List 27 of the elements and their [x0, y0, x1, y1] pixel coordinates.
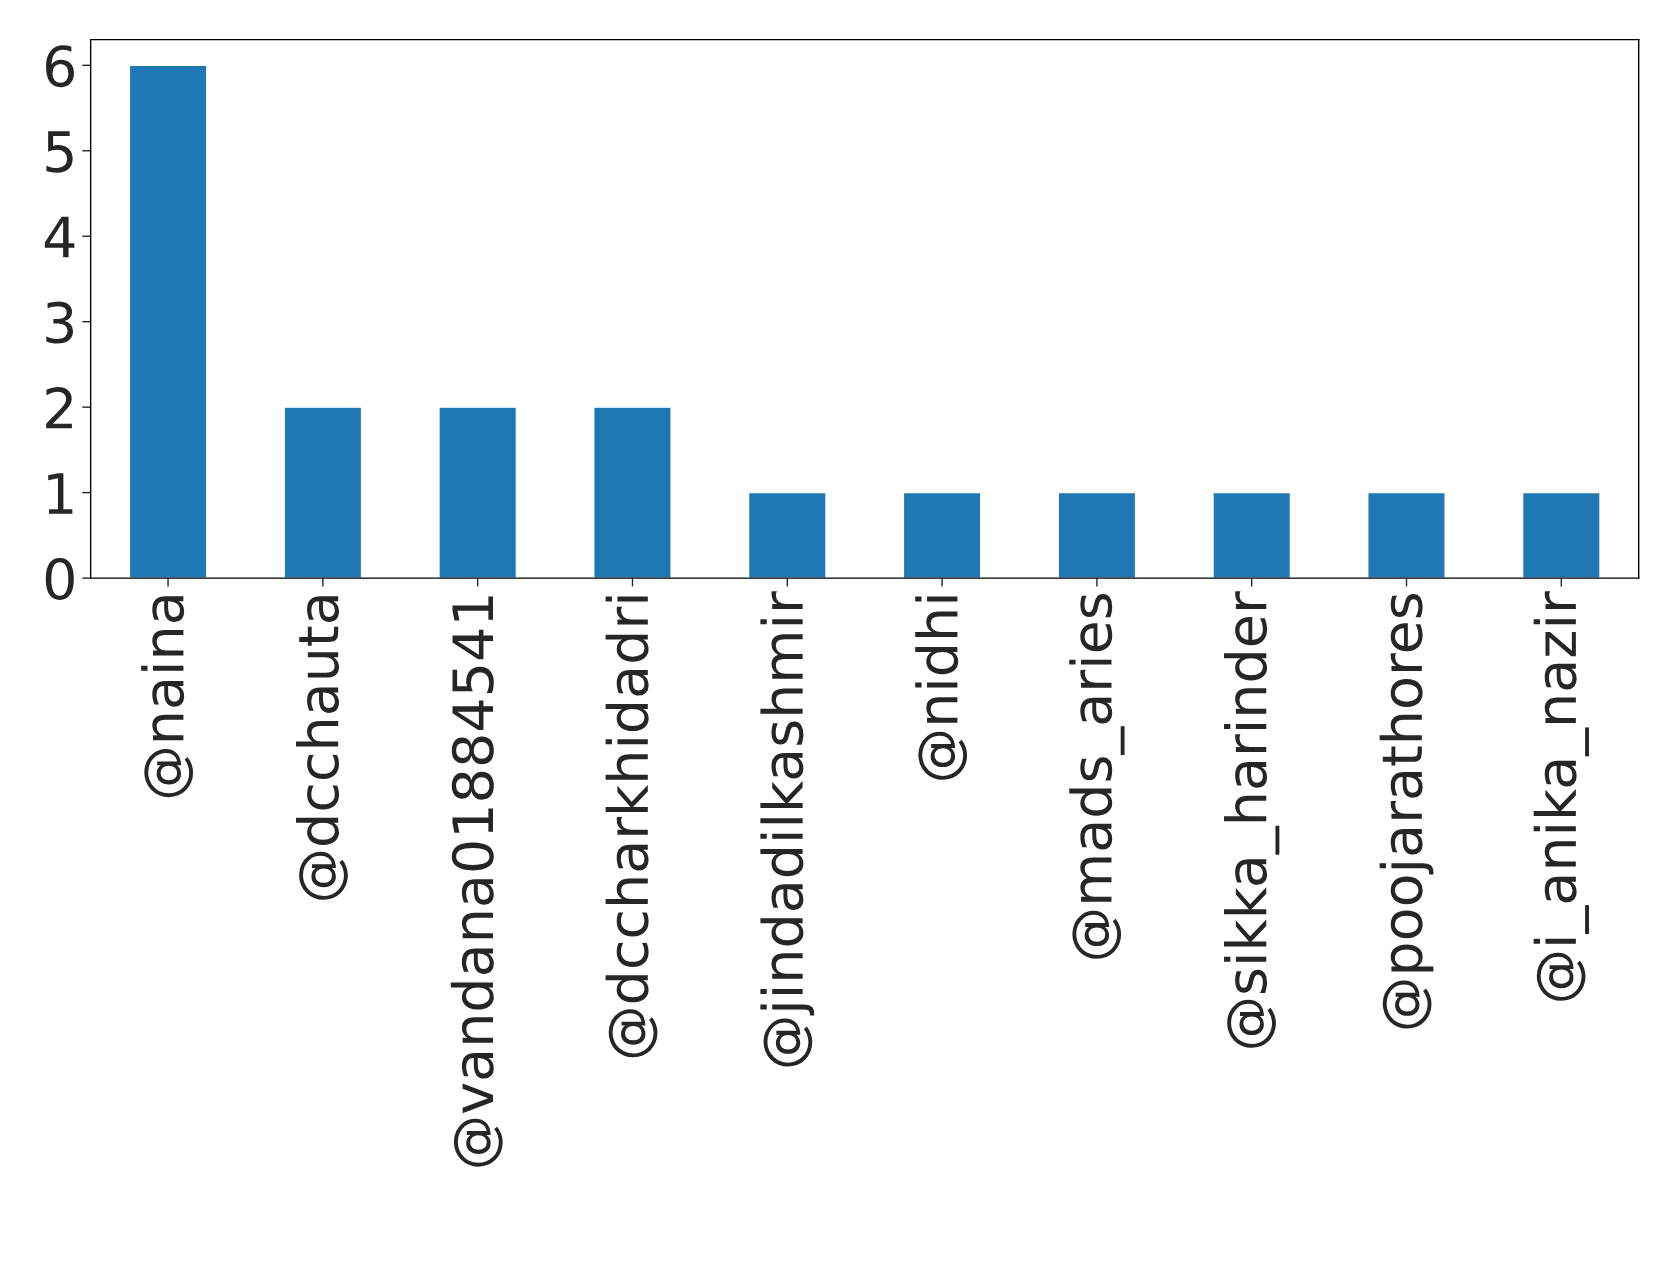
bar: [283, 406, 363, 579]
bar: [128, 64, 208, 579]
bar: [438, 406, 518, 579]
bar: [1521, 491, 1601, 579]
x-tick-label: @sikka_harinder: [1224, 591, 1280, 1048]
bar: [902, 491, 982, 579]
x-tick-label: @jindadilkashmir: [760, 591, 815, 1067]
x-tick-label: @i_anika_nazir: [1533, 591, 1589, 1001]
x-tick-label: @mads_aries: [1069, 594, 1125, 959]
bar: [1057, 491, 1137, 579]
bar: [1212, 491, 1292, 579]
x-tick-label: @dcchauta: [295, 596, 348, 900]
x-tick-label: @dccharkhidadri: [605, 596, 658, 1058]
bar: [593, 406, 672, 579]
y-tick-label: 3: [46, 301, 74, 344]
y-tick-label: 4: [44, 216, 75, 258]
x-tick-label: @poojarathores: [1379, 594, 1434, 1029]
x-tick-label: @nidhi: [915, 596, 968, 780]
x-tick-label: @naina: [141, 596, 194, 798]
x-tick-label: @vandana01884541: [450, 596, 503, 1167]
y-tick-label: 0: [45, 557, 74, 600]
y-tick-label: 6: [46, 45, 74, 88]
bar: [1367, 491, 1446, 579]
y-tick-label: 5: [46, 131, 73, 173]
y-tick-label: 2: [46, 387, 72, 429]
bar: [747, 491, 827, 579]
y-tick-label: 1: [48, 473, 73, 514]
